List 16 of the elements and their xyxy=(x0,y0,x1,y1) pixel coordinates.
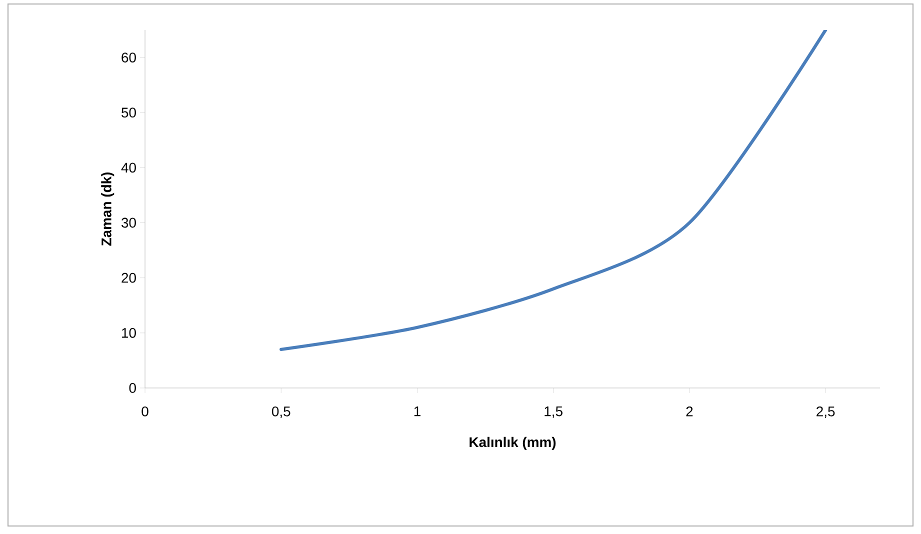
y-axis-title: Zaman (dk) xyxy=(101,172,114,246)
y-tick-label: 30 xyxy=(122,218,136,228)
x-tick-label: 1,5 xyxy=(544,406,562,418)
y-tick-label: 50 xyxy=(122,108,136,118)
x-tick-label: 2 xyxy=(686,406,693,416)
x-tick-label: 0,5 xyxy=(272,406,290,418)
x-tick-label: 0 xyxy=(142,406,148,416)
y-tick-label: 40 xyxy=(121,162,136,173)
y-tick-label: 20 xyxy=(122,272,136,283)
y-tick-label: 10 xyxy=(122,328,136,338)
x-tick-label: 2,5 xyxy=(816,406,835,418)
y-tick-label: 0 xyxy=(129,383,136,393)
y-tick-label: 60 xyxy=(122,52,136,62)
line-series xyxy=(280,30,828,352)
x-axis-title: Kalınlık (mm) xyxy=(470,436,556,450)
x-tick-label: 1 xyxy=(414,406,420,416)
